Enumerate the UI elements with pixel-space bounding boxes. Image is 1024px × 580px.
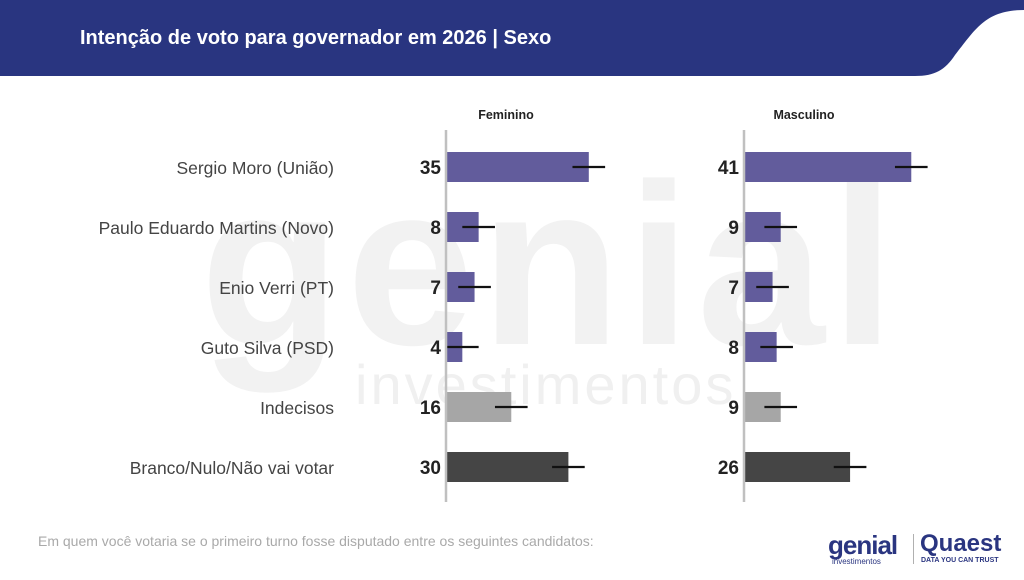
watermark-logo-sub: investimentos <box>355 353 737 416</box>
category-label: Enio Verri (PT) <box>219 278 334 298</box>
data-label: 7 <box>430 278 441 299</box>
category-label: Sergio Moro (União) <box>176 158 334 178</box>
data-label: 8 <box>728 338 739 359</box>
quaest-logo: Quaest <box>920 530 1002 557</box>
category-label: Branco/Nulo/Não vai votar <box>130 458 334 478</box>
data-label: 41 <box>718 158 740 179</box>
watermark-logo: genial <box>200 136 901 393</box>
data-label: 26 <box>718 458 739 479</box>
quaest-logo-sub: DATA YOU CAN TRUST <box>921 557 999 564</box>
bar <box>446 452 569 482</box>
data-label: 9 <box>728 398 739 419</box>
data-label: 9 <box>728 218 739 239</box>
category-label: Paulo Eduardo Martins (Novo) <box>99 218 334 238</box>
data-label: 35 <box>420 158 442 179</box>
genial-logo-sub: investimentos <box>832 557 881 566</box>
bar <box>744 152 912 182</box>
bar <box>744 452 851 482</box>
category-label: Guto Silva (PSD) <box>201 338 334 358</box>
panel-title-0: Feminino <box>478 108 534 122</box>
bar <box>446 152 589 182</box>
data-label: 16 <box>420 398 441 419</box>
page-title: Intenção de voto para governador em 2026… <box>80 27 552 49</box>
genial-logo: genial <box>828 530 898 560</box>
data-label: 8 <box>430 218 441 239</box>
header-banner: Intenção de voto para governador em 2026… <box>0 0 1024 76</box>
bar-chart: Sergio Moro (União) Paulo Eduardo Martins… <box>99 108 928 502</box>
category-label: Indecisos <box>260 398 334 418</box>
data-label: 30 <box>420 458 441 479</box>
header-background <box>0 0 1024 76</box>
panel-title-1: Masculino <box>773 108 834 122</box>
data-label: 4 <box>430 338 441 359</box>
question-footnote: Em quem você votaria se o primeiro turno… <box>38 533 594 549</box>
logo-divider <box>913 534 914 564</box>
data-label: 7 <box>728 278 739 299</box>
